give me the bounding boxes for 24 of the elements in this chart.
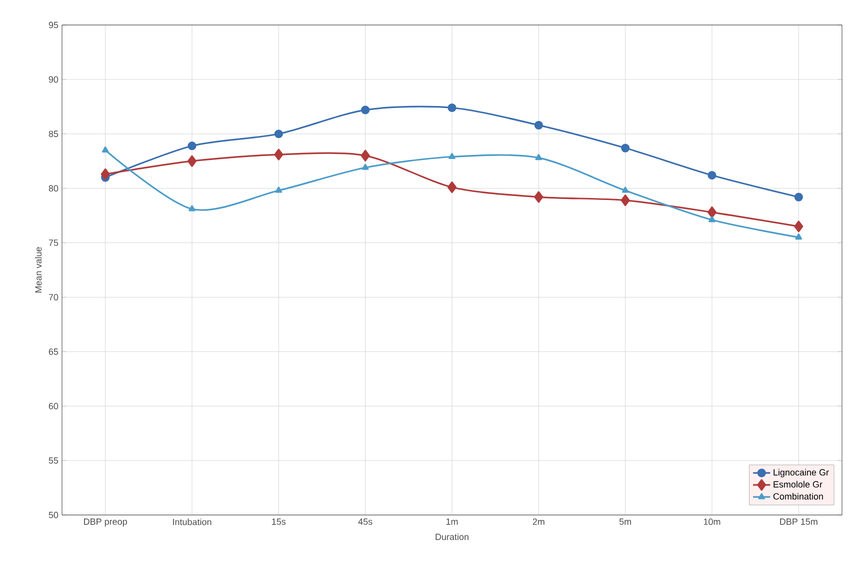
x-tick-label: Intubation — [173, 518, 212, 526]
x-tick-label: DBP 15m — [780, 518, 818, 525]
x-tick-label: 15s — [272, 518, 286, 525]
y-tick-label: 85 — [48, 130, 58, 138]
y-tick-label: 55 — [48, 457, 58, 464]
x-tick-label: 1m — [446, 518, 458, 525]
legend-label: Esmolole Gr — [774, 480, 822, 488]
x-axis-title: Duration — [436, 533, 468, 540]
x-tick-label: 45s — [358, 518, 372, 525]
x-tick-label: 10m — [704, 518, 720, 525]
legend-label: Combination — [773, 492, 823, 500]
y-tick-label: 95 — [48, 22, 58, 28]
x-tick-label: DBP preop — [84, 518, 127, 527]
legend-label: Lignocaine Gr — [774, 468, 829, 478]
x-tick-label: 2m — [532, 518, 544, 525]
y-tick-label: 90 — [48, 76, 58, 83]
x-tick-label: 5m — [619, 518, 631, 525]
y-tick-label: 65 — [48, 348, 58, 355]
y-tick-label: 75 — [48, 240, 58, 246]
y-tick-label: 50 — [48, 512, 58, 518]
y-tick-label: 80 — [48, 185, 58, 192]
y-axis-title: Mean value — [34, 247, 42, 293]
y-tick-label: 60 — [48, 402, 58, 410]
y-tick-label: 70 — [48, 294, 58, 300]
